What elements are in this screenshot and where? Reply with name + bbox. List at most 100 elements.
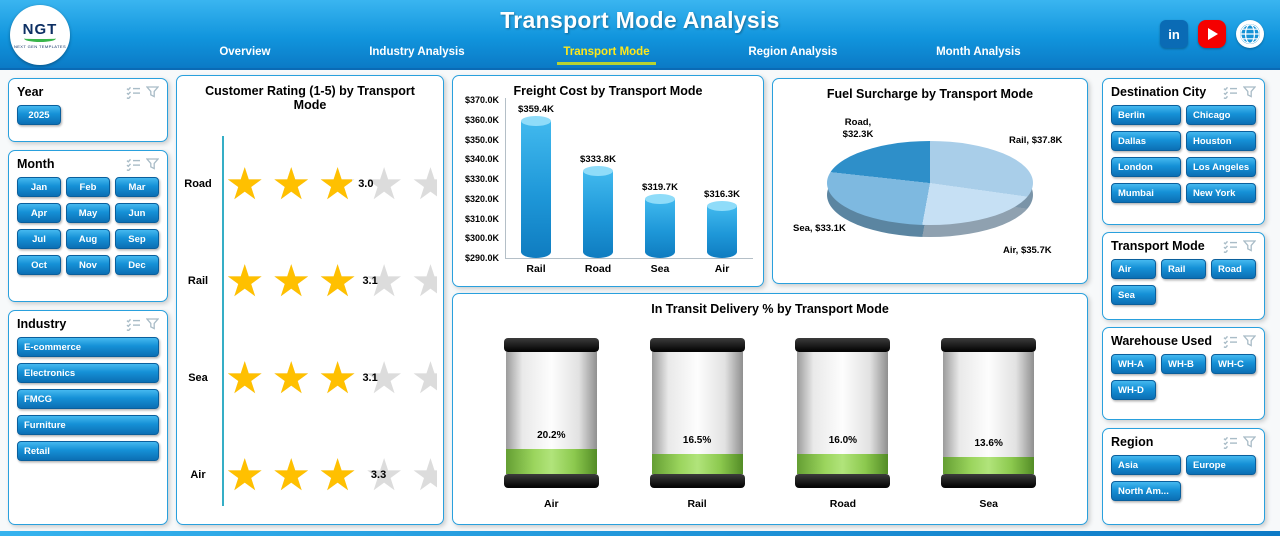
- logo-subtext: NEXT GEN TEMPLATES: [13, 44, 67, 49]
- clear-filter-icon[interactable]: [1243, 335, 1256, 347]
- city-option-london[interactable]: London: [1111, 157, 1181, 177]
- chart-title: Freight Cost by Transport Mode: [513, 84, 703, 98]
- rating-row-air: Air ★★★★★★★★★★3.3: [177, 429, 443, 526]
- month-option-dec[interactable]: Dec: [115, 255, 159, 275]
- warehouse-option-wh-d[interactable]: WH-D: [1111, 380, 1156, 400]
- clear-filter-icon[interactable]: [146, 86, 159, 98]
- warehouse-option-wh-a[interactable]: WH-A: [1111, 354, 1156, 374]
- gauge-cylinder: 13.6%: [941, 338, 1037, 488]
- industry-option-electronics[interactable]: Electronics: [17, 363, 159, 383]
- social-links: in: [1160, 20, 1264, 48]
- freight-cost-chart: Freight Cost by Transport Mode $370.0K $3…: [452, 75, 764, 287]
- industry-option-retail[interactable]: Retail: [17, 441, 159, 461]
- tab-industry-analysis[interactable]: Industry Analysis: [369, 46, 465, 58]
- stars-empty: ★★★★★: [225, 257, 437, 306]
- month-option-may[interactable]: May: [66, 203, 110, 223]
- y-axis-tick: $300.0K: [464, 233, 499, 244]
- region-option-asia[interactable]: Asia: [1111, 455, 1181, 475]
- fuel-surcharge-chart: Fuel Surcharge by Transport Mode Rail, $…: [772, 78, 1088, 284]
- city-option-berlin[interactable]: Berlin: [1111, 105, 1181, 125]
- pie-chart[interactable]: [827, 141, 1033, 225]
- star-rating: ★★★★★★★★★★: [225, 257, 437, 309]
- region-filter: Region Asia Europe North Am...: [1102, 428, 1265, 525]
- year-option-2025[interactable]: 2025: [17, 105, 61, 125]
- city-option-los-angeles[interactable]: Los Angeles: [1186, 157, 1256, 177]
- city-option-dallas[interactable]: Dallas: [1111, 131, 1181, 151]
- city-option-new-york[interactable]: New York: [1186, 183, 1256, 203]
- clear-filter-icon[interactable]: [1243, 86, 1256, 98]
- month-option-apr[interactable]: Apr: [17, 203, 61, 223]
- multi-select-icon[interactable]: [1223, 335, 1238, 348]
- youtube-icon[interactable]: [1198, 20, 1226, 48]
- industry-option-e-commerce[interactable]: E-commerce: [17, 337, 159, 357]
- filter-title: Industry: [17, 317, 67, 331]
- freight-bar-road[interactable]: [583, 166, 613, 258]
- tab-month-analysis[interactable]: Month Analysis: [936, 46, 1021, 58]
- transport-mode-options: Air Rail Road Sea: [1103, 256, 1264, 313]
- region-option-north-am[interactable]: North Am...: [1111, 481, 1181, 501]
- freight-bar-sea[interactable]: [645, 194, 675, 258]
- warehouse-option-wh-b[interactable]: WH-B: [1161, 354, 1206, 374]
- transport-mode-option-road[interactable]: Road: [1211, 259, 1256, 279]
- multi-select-icon[interactable]: [126, 318, 141, 331]
- gauge-fill: [505, 449, 597, 474]
- stars-filled: ★★★★★: [225, 257, 357, 306]
- month-option-mar[interactable]: Mar: [115, 177, 159, 197]
- pie-label-road: Road, $32.3K: [842, 117, 874, 140]
- month-option-jan[interactable]: Jan: [17, 177, 61, 197]
- month-option-aug[interactable]: Aug: [66, 229, 110, 249]
- month-option-oct[interactable]: Oct: [17, 255, 61, 275]
- star-rating: ★★★★★★★★★★: [225, 354, 437, 406]
- tab-overview[interactable]: Overview: [219, 46, 271, 58]
- linkedin-icon[interactable]: in: [1160, 20, 1188, 48]
- filter-title: Destination City: [1111, 85, 1207, 99]
- clear-filter-icon[interactable]: [1243, 436, 1256, 448]
- header-bar: NGT NEXT GEN TEMPLATES Transport Mode An…: [0, 0, 1280, 70]
- multi-select-icon[interactable]: [126, 158, 141, 171]
- rating-category: Road: [184, 178, 212, 190]
- industry-options: E-commerce Electronics FMCG Furniture Retail: [9, 334, 167, 469]
- gauge-body: 16.0%: [797, 352, 889, 474]
- month-option-sep[interactable]: Sep: [115, 229, 159, 249]
- transport-mode-option-air[interactable]: Air: [1111, 259, 1156, 279]
- month-option-jun[interactable]: Jun: [115, 203, 159, 223]
- clear-filter-icon[interactable]: [146, 158, 159, 170]
- freight-bar-air[interactable]: [707, 201, 737, 258]
- stars-filled: ★★★★★: [225, 451, 365, 500]
- multi-select-icon[interactable]: [1223, 240, 1238, 253]
- city-option-chicago[interactable]: Chicago: [1186, 105, 1256, 125]
- multi-select-icon[interactable]: [1223, 436, 1238, 449]
- freight-bar-rail[interactable]: [521, 116, 551, 258]
- star-rating: ★★★★★★★★★★: [225, 160, 437, 212]
- chart-title: In Transit Delivery % by Transport Mode: [651, 302, 889, 316]
- y-axis-tick: $360.0K: [464, 114, 499, 125]
- tab-region-analysis[interactable]: Region Analysis: [748, 46, 838, 58]
- region-option-europe[interactable]: Europe: [1186, 455, 1256, 475]
- city-option-houston[interactable]: Houston: [1186, 131, 1256, 151]
- clear-filter-icon[interactable]: [1243, 240, 1256, 252]
- warehouse-filter: Warehouse Used WH-A WH-B WH-C WH-D: [1102, 327, 1265, 420]
- transport-mode-option-sea[interactable]: Sea: [1111, 285, 1156, 305]
- month-option-jul[interactable]: Jul: [17, 229, 61, 249]
- month-option-feb[interactable]: Feb: [66, 177, 110, 197]
- pie-label-rail: Rail, $37.8K: [1009, 135, 1063, 146]
- multi-select-icon[interactable]: [1223, 86, 1238, 99]
- transport-mode-option-rail[interactable]: Rail: [1161, 259, 1206, 279]
- industry-option-fmcg[interactable]: FMCG: [17, 389, 159, 409]
- warehouse-option-wh-c[interactable]: WH-C: [1211, 354, 1256, 374]
- clear-filter-icon[interactable]: [146, 318, 159, 330]
- city-option-mumbai[interactable]: Mumbai: [1111, 183, 1181, 203]
- y-axis-line: [505, 98, 506, 258]
- multi-select-icon[interactable]: [126, 86, 141, 99]
- tab-transport-mode[interactable]: Transport Mode: [557, 44, 656, 65]
- industry-option-furniture[interactable]: Furniture: [17, 415, 159, 435]
- filter-title: Warehouse Used: [1111, 334, 1212, 348]
- gauge-rail: 16.5% Rail: [649, 338, 745, 510]
- industry-filter: Industry E-commerce Electronics FMCG Furnit…: [8, 310, 168, 525]
- globe-icon[interactable]: [1236, 20, 1264, 48]
- stars-empty: ★★★★★: [225, 451, 437, 500]
- gauge-cap-bottom: [795, 474, 891, 488]
- region-options: Asia Europe North Am...: [1103, 452, 1264, 509]
- month-option-nov[interactable]: Nov: [66, 255, 110, 275]
- gauge-fill: [651, 454, 743, 474]
